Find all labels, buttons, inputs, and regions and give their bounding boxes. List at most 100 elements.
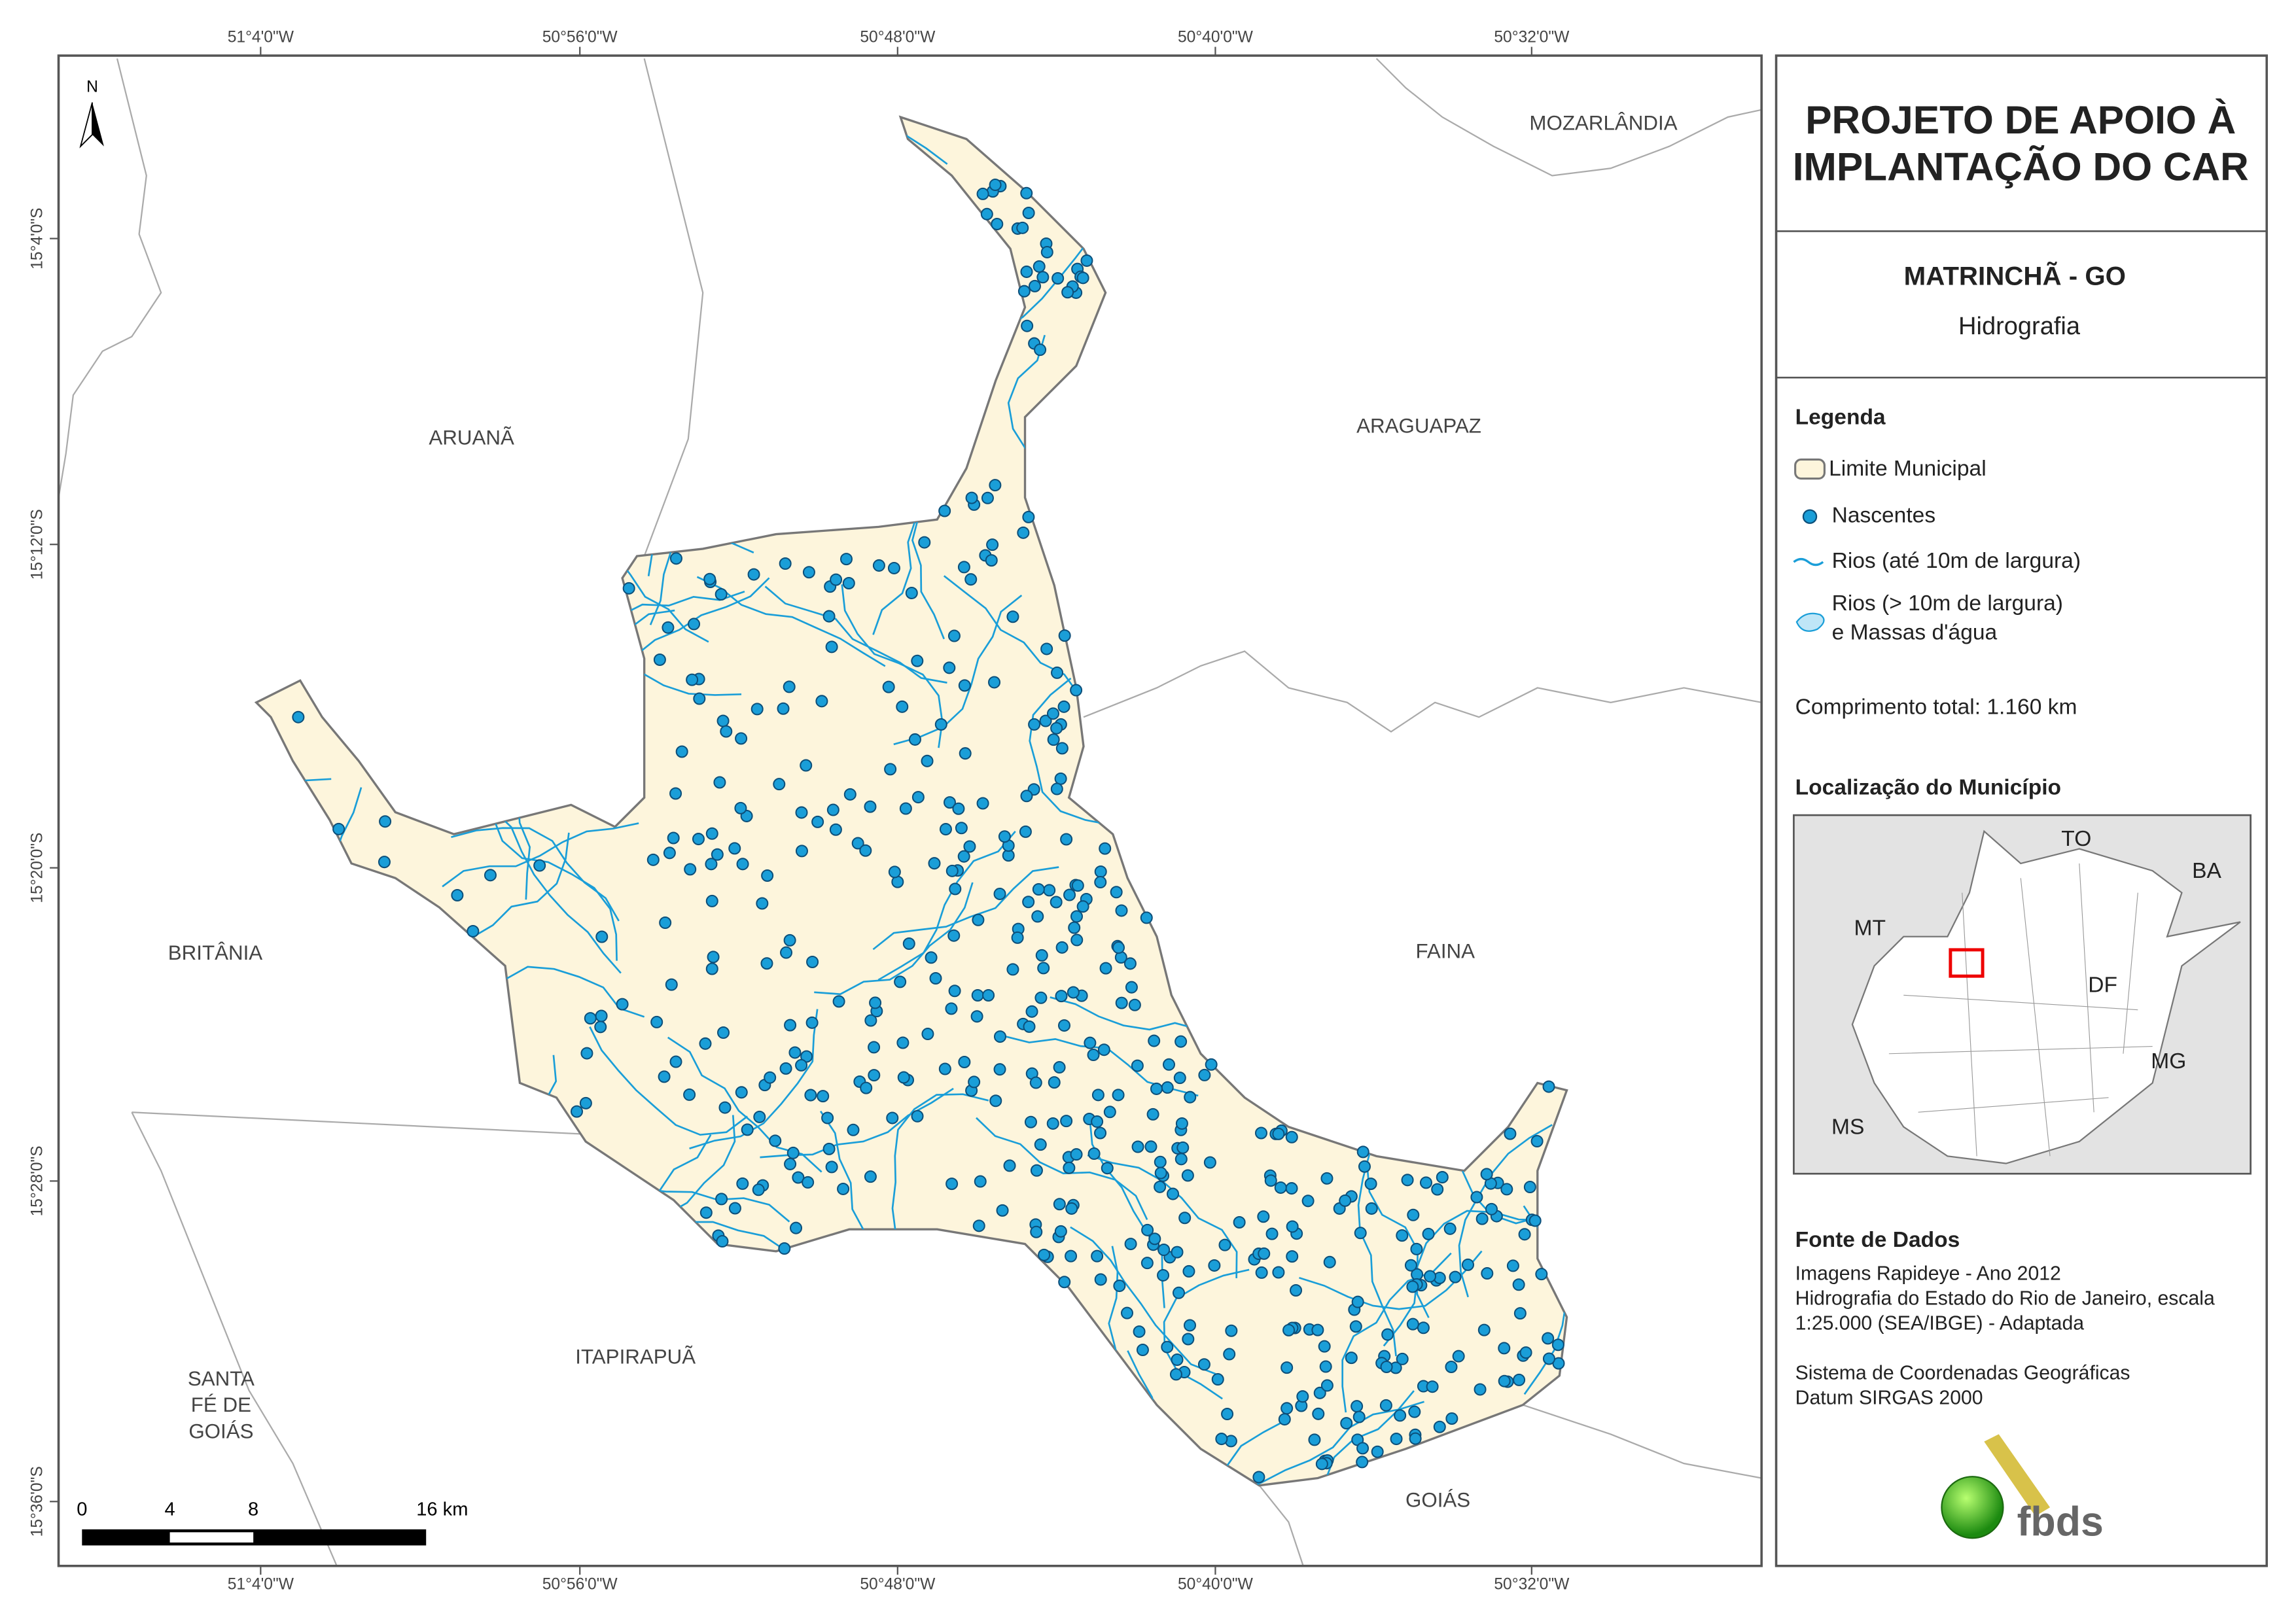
legend-item: Rios (até 10m de largura) (1832, 549, 2081, 573)
spring (1320, 1172, 1333, 1185)
spring (1406, 1318, 1419, 1331)
river (442, 822, 639, 888)
spring (1057, 700, 1070, 713)
spring (1477, 1323, 1491, 1336)
spring (804, 1089, 817, 1102)
spring (1365, 1202, 1378, 1215)
spring (1011, 931, 1024, 944)
spring (817, 1090, 830, 1103)
spring (686, 673, 699, 686)
spring (921, 1028, 934, 1041)
river (893, 595, 1023, 746)
spring (693, 692, 706, 705)
spring (1028, 718, 1041, 731)
river (841, 584, 944, 748)
spring (872, 559, 885, 572)
spring (1523, 1181, 1536, 1194)
spring (1396, 1352, 1409, 1365)
spring (1061, 286, 1074, 299)
spring (753, 1110, 766, 1123)
spring (1312, 1407, 1325, 1420)
spring (1320, 1379, 1333, 1392)
place-label: BRITÂNIA (168, 941, 263, 964)
spring (1017, 285, 1031, 298)
spring (921, 754, 934, 767)
spring (1003, 1159, 1016, 1172)
spring (715, 587, 728, 601)
spring (1133, 1325, 1146, 1338)
spring (1181, 1169, 1194, 1182)
spring (1371, 1445, 1384, 1458)
spring (1542, 1352, 1555, 1365)
spring (795, 1058, 808, 1072)
spring (1278, 1413, 1291, 1426)
spring (669, 1055, 682, 1068)
spring (1055, 742, 1069, 755)
spring (1205, 1058, 1218, 1071)
spring (1076, 271, 1089, 285)
spring (1148, 1232, 1161, 1246)
spring (1183, 1319, 1197, 1332)
spring (663, 846, 676, 860)
source-line: 1:25.000 (SEA/IBGE) - Adaptada (1795, 1313, 2085, 1335)
spring (1157, 1268, 1170, 1282)
spring (580, 1047, 593, 1060)
spring (1401, 1174, 1414, 1187)
spring (1035, 949, 1048, 962)
spring (734, 801, 747, 814)
spring (707, 951, 720, 964)
source-line: Hidrografia do Estado do Rio de Janeiro,… (1795, 1288, 2215, 1310)
spring (1070, 684, 1083, 697)
legend-heading: Legenda (1795, 406, 1886, 430)
region-label: BA (2192, 859, 2221, 883)
spring (1265, 1227, 1279, 1240)
spring (1308, 1433, 1321, 1446)
spring (996, 1204, 1009, 1217)
spring (779, 557, 792, 570)
spring (1031, 910, 1044, 923)
spring (684, 863, 697, 876)
spring (1022, 896, 1035, 909)
spring (972, 913, 985, 926)
spring (1039, 714, 1052, 727)
spring (720, 725, 733, 738)
spring (911, 654, 924, 667)
spring (784, 1019, 797, 1032)
spring (905, 586, 918, 600)
spring (869, 996, 882, 1009)
spring (1354, 1227, 1367, 1240)
spring (1050, 782, 1063, 795)
spring (533, 859, 546, 872)
spring (1498, 1342, 1511, 1355)
river (589, 1026, 749, 1136)
river (696, 576, 886, 667)
spring (989, 179, 1002, 192)
spring (1091, 1115, 1104, 1128)
spring (1140, 1257, 1154, 1270)
coord-label: 50°32'0"W (1494, 1575, 1570, 1593)
river (1070, 1226, 1216, 1375)
spring (815, 695, 828, 708)
spring (943, 661, 956, 674)
spring (705, 894, 718, 907)
spring (1286, 1220, 1299, 1233)
spring (1174, 1035, 1188, 1048)
spring (1318, 1340, 1331, 1353)
spring (1319, 1360, 1332, 1373)
spring (1280, 1361, 1294, 1374)
spring (993, 887, 1006, 900)
spring (938, 1062, 951, 1075)
spring (1055, 990, 1068, 1003)
spring (579, 1096, 592, 1109)
spring (925, 951, 938, 964)
spring (1351, 1295, 1364, 1308)
coord-label: 15°20'0"S (29, 833, 46, 903)
spring (1352, 1410, 1366, 1423)
spring (1470, 1191, 1483, 1204)
spring (783, 934, 796, 947)
spring (822, 610, 836, 623)
spring (1034, 1138, 1047, 1151)
spring (1424, 1270, 1437, 1283)
spring (1068, 921, 1081, 934)
spring (1043, 884, 1056, 897)
